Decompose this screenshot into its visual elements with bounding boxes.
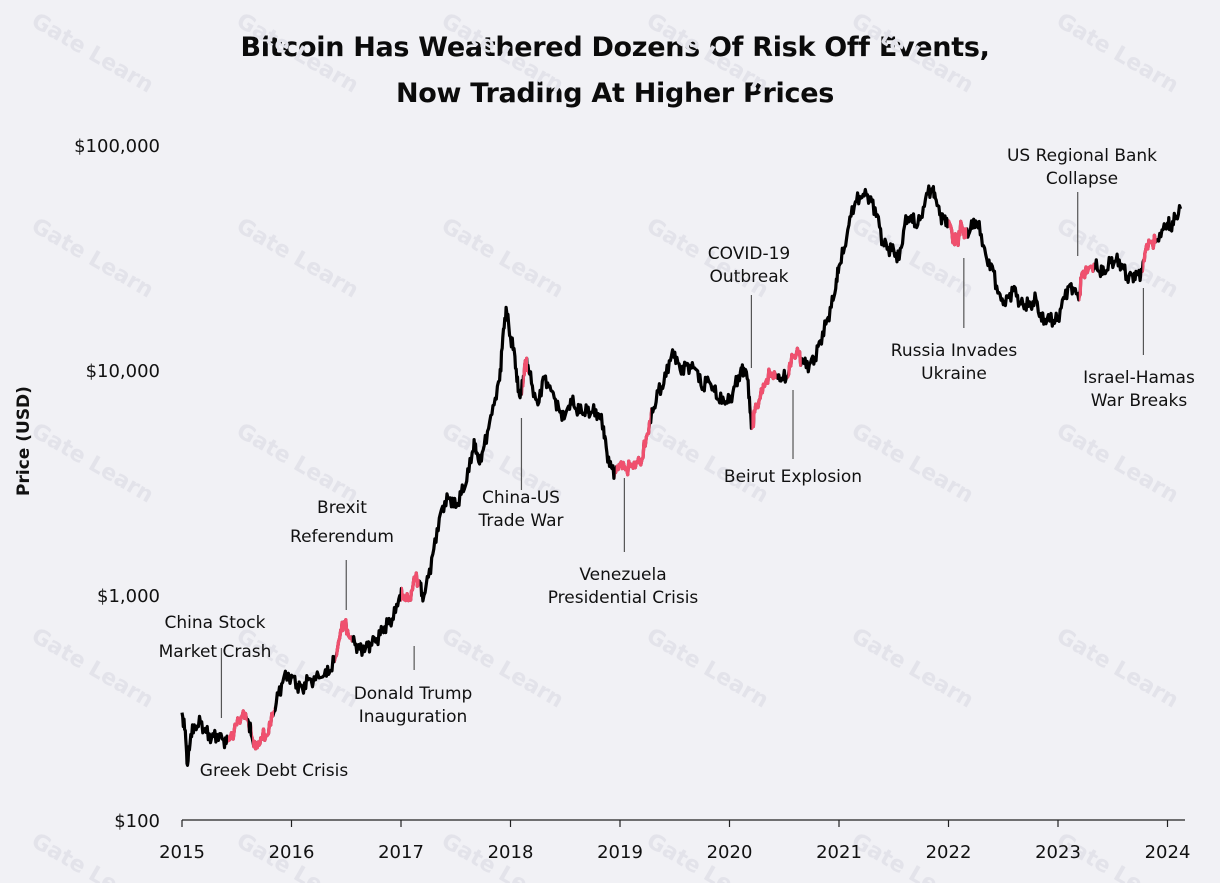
watermark-text: Gate Learn	[437, 9, 568, 99]
x-tick-label: 2020	[707, 842, 753, 863]
price-line-layer	[180, 184, 1183, 767]
annotation-label: Ukraine	[921, 364, 987, 384]
annotation-label: Beirut Explosion	[724, 467, 862, 487]
watermark-text: Gate Learn	[847, 9, 978, 99]
x-tick-label: 2019	[597, 842, 643, 863]
x-tick-label: 2024	[1145, 842, 1191, 863]
annotation-label: Donald Trump	[354, 684, 473, 704]
watermark-text: Gate Learn	[847, 624, 978, 714]
watermark-text: Gate Learn	[847, 419, 978, 509]
annotation-label: Russia Invades	[891, 341, 1018, 361]
annotation-label: Venezuela	[579, 565, 666, 585]
annotation-label: Trade War	[477, 511, 563, 531]
watermark-text: Gate Learn	[27, 624, 158, 714]
watermark-text: Gate Learn	[27, 9, 158, 99]
watermark-text: Gate Learn	[437, 214, 568, 304]
annotation-label: Presidential Crisis	[548, 588, 699, 608]
x-tick-label: 2021	[816, 842, 862, 863]
annotation-label: US Regional Bank	[1007, 146, 1157, 166]
annotation-label: Greek Debt Crisis	[200, 761, 349, 781]
watermark-text: Gate Learn	[232, 214, 363, 304]
chart-title: Bitcoin Has Weathered Dozens Of Risk Off…	[240, 32, 990, 63]
chart-subtitle: Now Trading At Higher Prices	[396, 78, 834, 109]
annotation-label: Israel-Hamas	[1083, 368, 1195, 388]
watermark-text: Gate Learn	[642, 624, 773, 714]
price-series-line	[180, 184, 1183, 767]
watermark-text: Gate Learn	[642, 419, 773, 509]
y-tick-label: $1,000	[97, 586, 160, 607]
watermark-text: Gate Learn	[232, 419, 363, 509]
watermark-text: Gate Learn	[1052, 9, 1183, 99]
watermark-text: Gate Learn	[1052, 419, 1183, 509]
x-tick-label: 2023	[1035, 842, 1081, 863]
watermark-text: Gate Learn	[642, 9, 773, 99]
y-axis-label: Price (USD)	[14, 386, 34, 496]
annotation-label: China Stock	[164, 613, 265, 633]
watermark-text: Gate Learn	[847, 214, 978, 304]
annotation-label: Inauguration	[359, 707, 468, 727]
watermark-text: Gate Learn	[27, 829, 158, 883]
watermark-text: Gate Learn	[232, 624, 363, 714]
annotation-label: Referendum	[290, 527, 394, 547]
axes: 2015 2016 2017 2018 2019 2020 2021 2022 2023 2024…	[14, 136, 1190, 863]
x-tick-label: 2017	[378, 842, 424, 863]
annotation-label: Collapse	[1046, 169, 1118, 189]
annotation-label: COVID-19	[708, 244, 790, 264]
y-tick-label: $100,000	[74, 136, 160, 157]
y-tick-label: $100	[114, 811, 160, 832]
annotation-layer: China Stock Market Crash Greek Debt Crisis…	[159, 146, 1195, 781]
y-tick-label: $10,000	[86, 361, 160, 382]
x-tick-label: 2016	[269, 842, 315, 863]
watermark-text: Gate Learn	[232, 9, 363, 99]
x-tick-label: 2015	[159, 842, 205, 863]
annotation-label: Market Crash	[159, 642, 272, 662]
watermark-text: Gate Learn	[27, 214, 158, 304]
annotation-label: War Breaks	[1091, 391, 1188, 411]
x-tick-label: 2018	[488, 842, 534, 863]
x-tick-label: 2022	[926, 842, 972, 863]
annotation-label: China-US	[482, 488, 560, 508]
watermark-text: Gate Learn	[27, 419, 158, 509]
annotation-label: Outbreak	[710, 267, 789, 287]
annotation-label: Brexit	[317, 498, 367, 518]
watermark-text: Gate Learn	[1052, 624, 1183, 714]
